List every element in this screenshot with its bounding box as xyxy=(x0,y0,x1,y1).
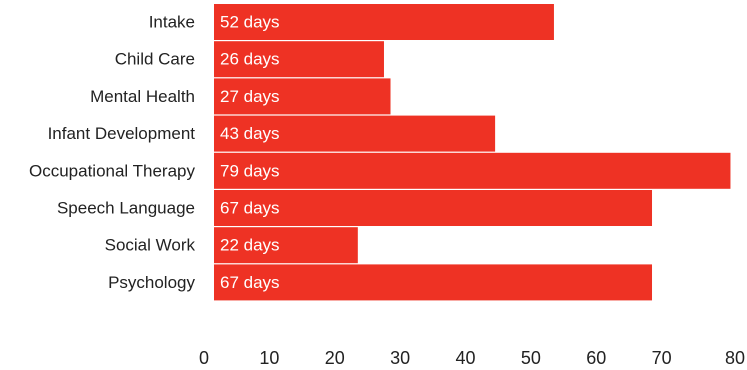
bar-occupational-therapy xyxy=(214,152,731,189)
bar-value-label: 43 days xyxy=(220,124,280,143)
x-tick-label: 70 xyxy=(652,348,672,368)
bar-value-label: 27 days xyxy=(220,87,280,106)
x-tick-label: 20 xyxy=(325,348,345,368)
category-label: Occupational Therapy xyxy=(29,161,196,180)
bar-value-label: 67 days xyxy=(220,273,280,292)
category-label: Speech Language xyxy=(57,199,195,218)
category-labels: Intake Child Care Mental Health Infant Deve… xyxy=(29,13,196,292)
bar-value-label: 52 days xyxy=(220,13,280,32)
category-label: Psychology xyxy=(108,273,195,292)
x-axis-tick-labels: 0 10 20 30 40 50 60 70 80 xyxy=(199,348,745,368)
bar-speech-language xyxy=(214,190,653,226)
bar-mental-health xyxy=(214,78,391,115)
bar-intake xyxy=(214,4,554,40)
bar-value-label: 79 days xyxy=(220,161,280,180)
bar-value-label: 22 days xyxy=(220,236,280,255)
category-label: Intake xyxy=(149,13,195,32)
bar-value-label: 67 days xyxy=(220,199,280,218)
bar-social-work xyxy=(214,227,358,264)
bar-child-care xyxy=(214,41,384,78)
x-tick-label: 30 xyxy=(390,348,410,368)
x-tick-label: 80 xyxy=(725,348,745,368)
x-tick-label: 0 xyxy=(199,348,209,368)
bars xyxy=(214,4,731,301)
x-tick-label: 40 xyxy=(455,348,475,368)
category-label: Mental Health xyxy=(90,87,195,106)
category-label: Child Care xyxy=(115,50,195,69)
bar-value-labels: 52 days 26 days 27 days 43 days 79 days 67 da… xyxy=(220,13,280,292)
bar-value-label: 26 days xyxy=(220,50,280,69)
bar-infant-development xyxy=(214,115,496,152)
x-tick-label: 50 xyxy=(521,348,541,368)
category-label: Social Work xyxy=(105,236,196,255)
x-tick-label: 60 xyxy=(586,348,606,368)
category-label: Infant Development xyxy=(48,124,196,143)
bar-psychology xyxy=(214,264,653,301)
x-tick-label: 10 xyxy=(259,348,279,368)
